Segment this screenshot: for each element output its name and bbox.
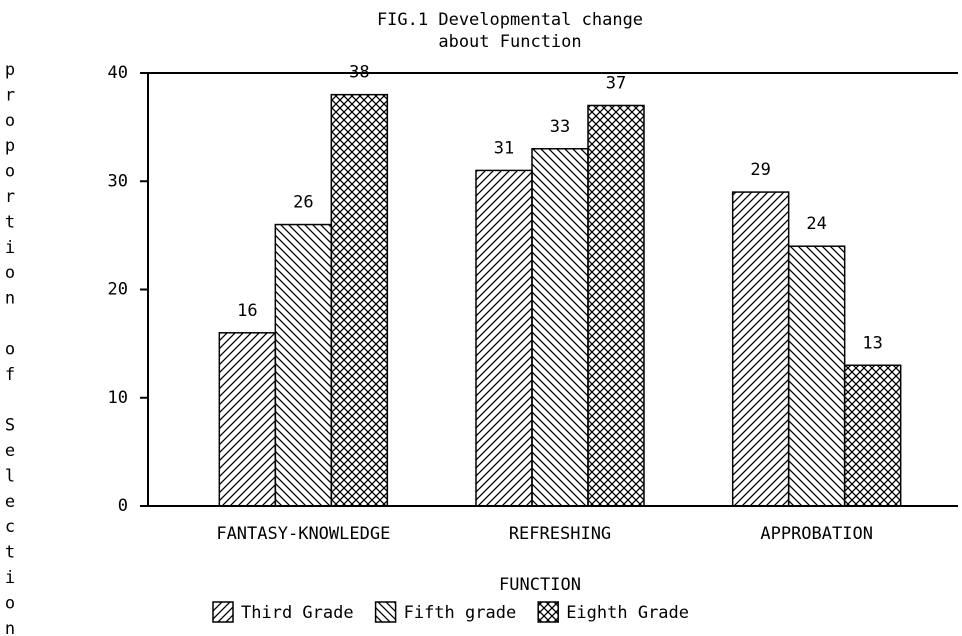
value-label: 26 bbox=[293, 193, 313, 213]
y-tick-label: 40 bbox=[108, 63, 128, 83]
value-label: 37 bbox=[606, 73, 626, 93]
value-label: 38 bbox=[349, 63, 369, 83]
y-tick-label: 10 bbox=[108, 388, 128, 408]
legend-swatch bbox=[212, 601, 234, 623]
legend-label: Fifth grade bbox=[404, 603, 517, 623]
bar bbox=[218, 332, 277, 507]
x-tick-label: REFRESHING bbox=[509, 524, 611, 544]
value-label: 33 bbox=[550, 117, 570, 137]
bar bbox=[531, 148, 589, 507]
chart-title: about Function bbox=[438, 32, 581, 52]
x-axis-label: FUNCTION bbox=[499, 575, 581, 595]
value-label: 31 bbox=[494, 138, 514, 158]
value-label: 29 bbox=[750, 160, 770, 180]
bar bbox=[330, 93, 389, 507]
legend-label: Eighth Grade bbox=[566, 603, 689, 623]
value-label: 24 bbox=[806, 214, 826, 234]
legend-swatch bbox=[537, 601, 559, 623]
x-tick-label: FANTASY-KNOWLEDGE bbox=[216, 524, 390, 544]
y-tick-label: 0 bbox=[118, 496, 128, 516]
bar bbox=[731, 191, 790, 507]
bar bbox=[475, 169, 533, 507]
x-tick-label: APPROBATION bbox=[760, 524, 873, 544]
legend-swatch bbox=[374, 601, 397, 623]
bar bbox=[587, 104, 645, 507]
value-label: 13 bbox=[862, 333, 882, 353]
bar bbox=[843, 364, 902, 507]
bar bbox=[787, 245, 846, 507]
y-tick-label: 20 bbox=[108, 280, 128, 300]
bar bbox=[274, 223, 333, 507]
y-axis-label: proportion of Selection bbox=[0, 60, 20, 636]
value-label: 16 bbox=[237, 301, 257, 321]
legend-label: Third Grade bbox=[241, 603, 354, 623]
chart-title: FIG.1 Developmental change bbox=[377, 10, 643, 30]
y-tick-label: 30 bbox=[108, 171, 128, 191]
